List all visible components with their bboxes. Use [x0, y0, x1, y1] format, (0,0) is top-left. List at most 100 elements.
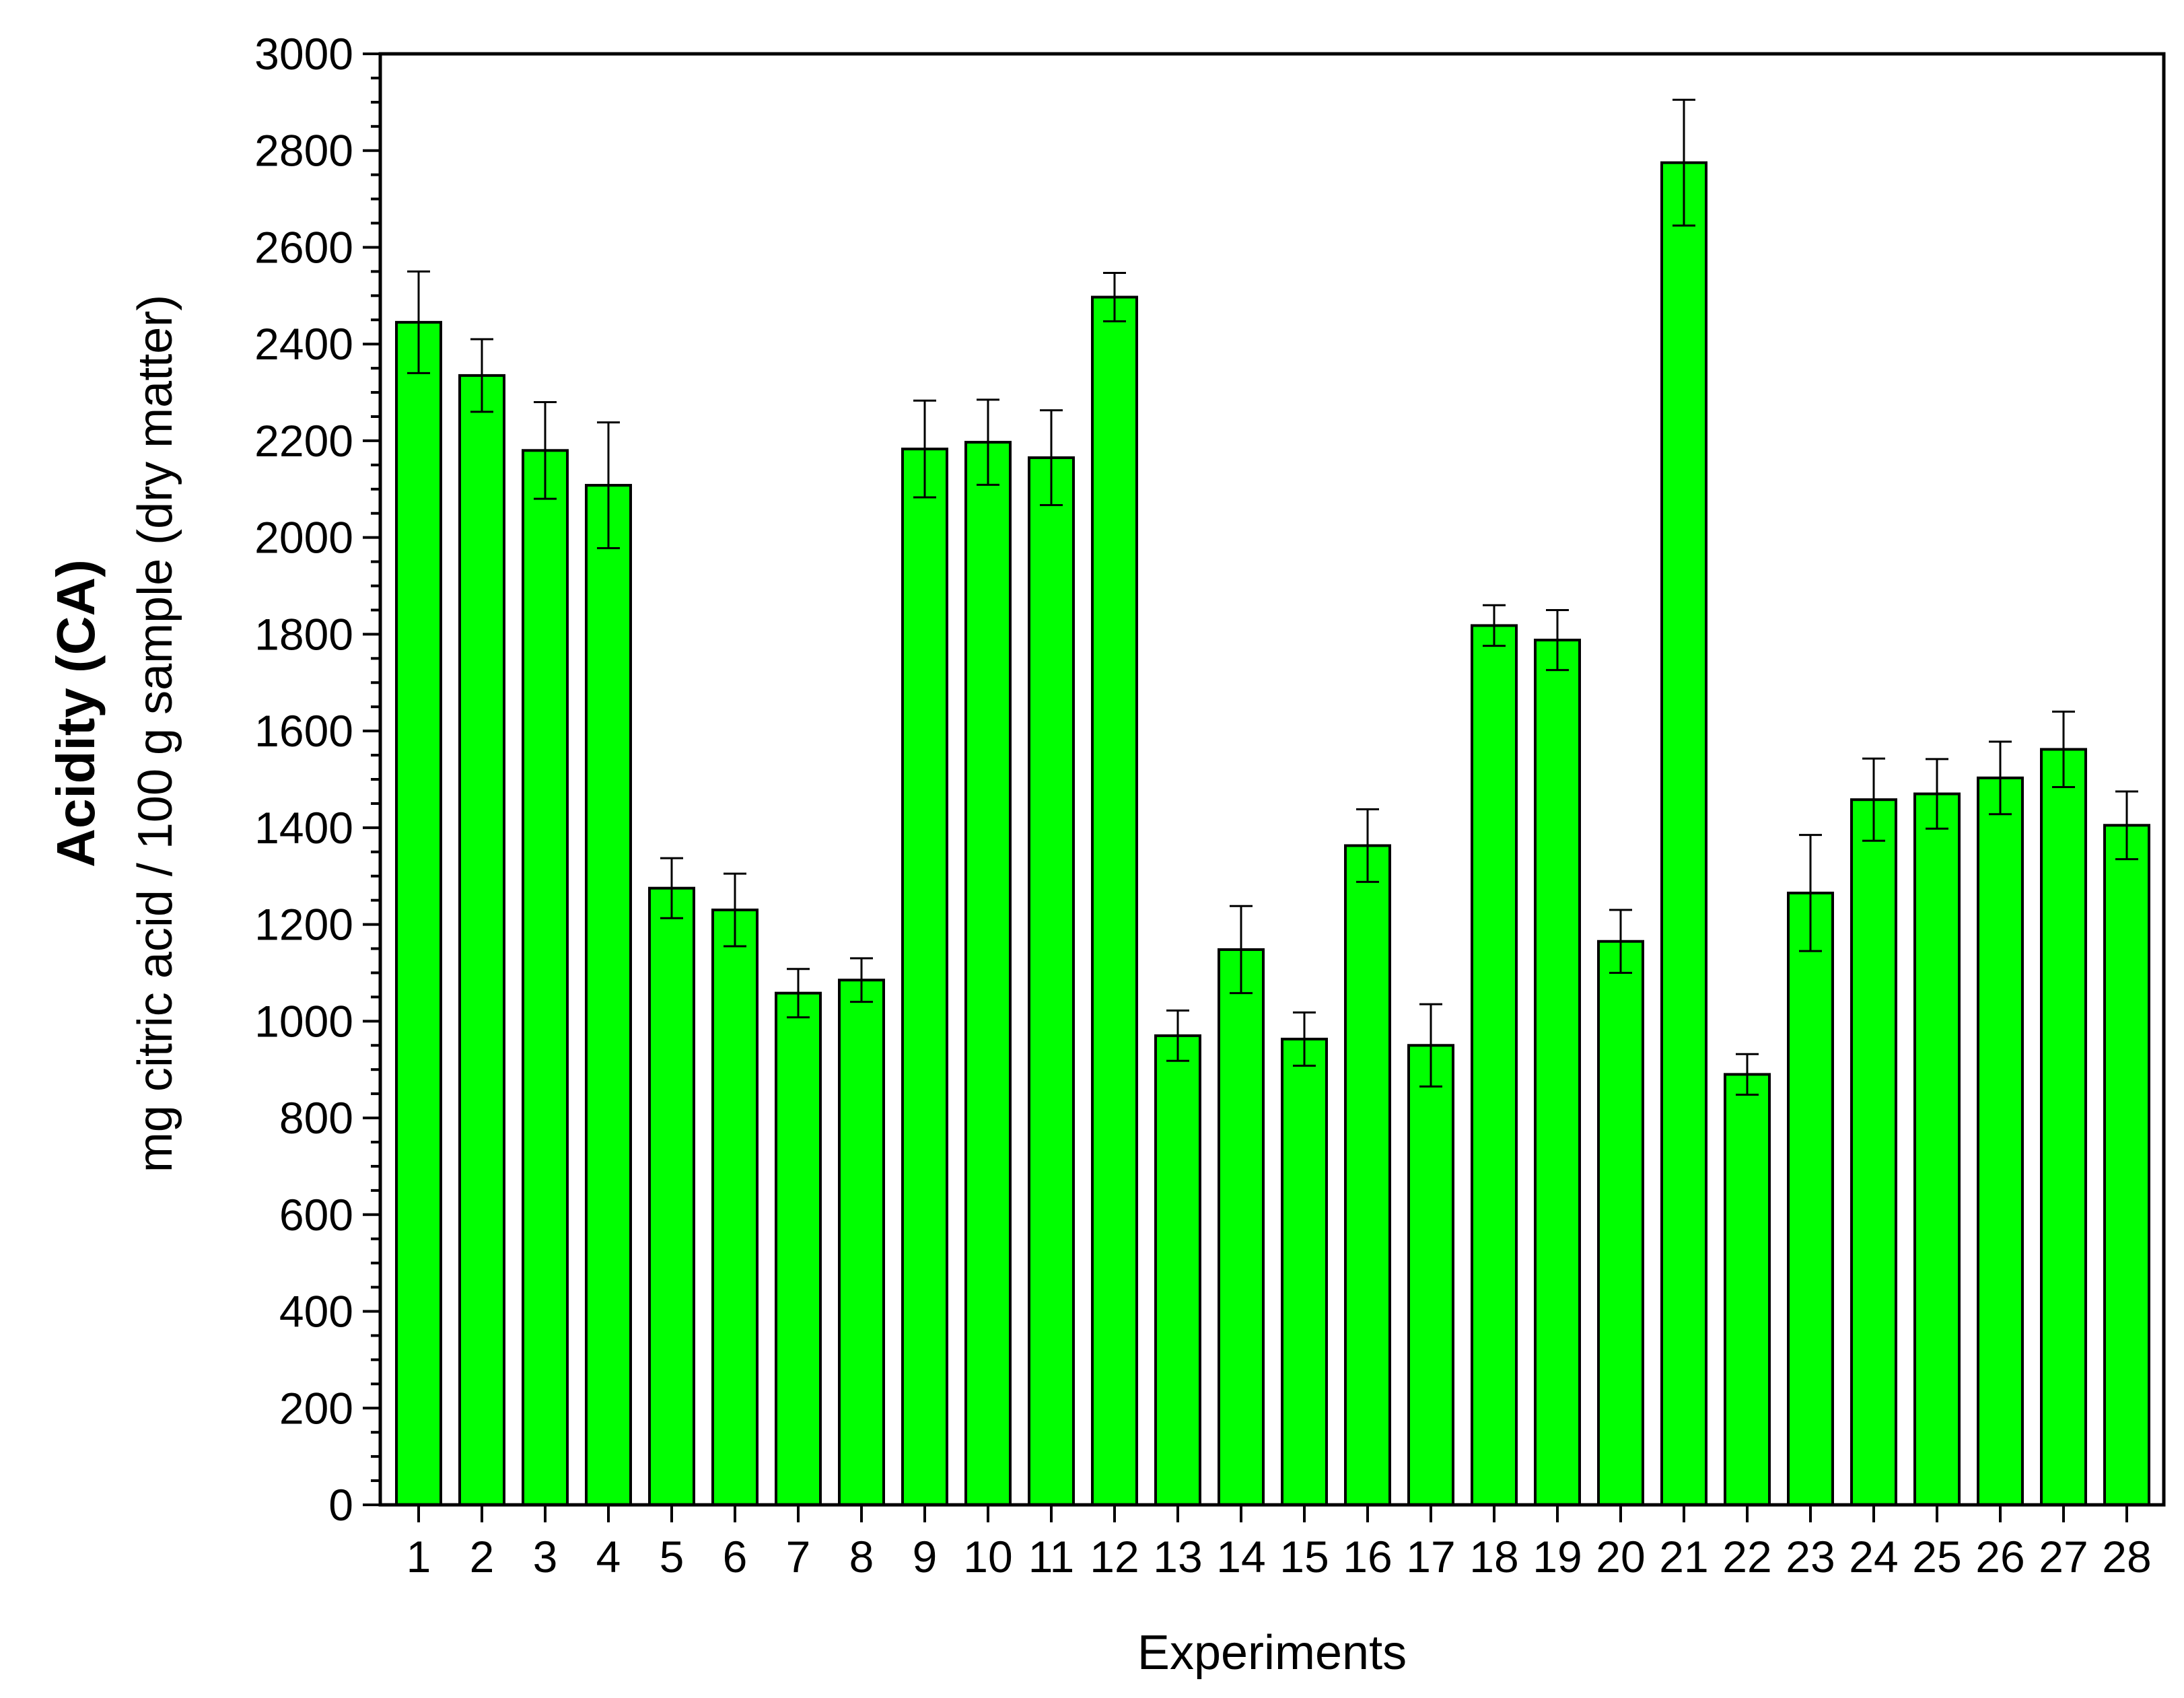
bar-7	[775, 991, 822, 1506]
x-tick-label: 5	[660, 1532, 684, 1582]
x-tick-label: 25	[1912, 1532, 1961, 1582]
y-tick-label: 1600	[254, 706, 353, 756]
bar-19	[1534, 639, 1581, 1506]
bar-23	[1787, 891, 1834, 1507]
error-bar-16	[1356, 808, 1379, 883]
bar-25	[1913, 792, 1961, 1506]
bar-13	[1154, 1034, 1201, 1506]
x-tick-label: 18	[1469, 1532, 1518, 1582]
x-tick-label: 22	[1722, 1532, 1771, 1582]
bar-1	[395, 320, 442, 1506]
bar-9	[901, 448, 948, 1507]
error-bar-19	[1546, 608, 1569, 672]
x-tick-label: 10	[963, 1532, 1012, 1582]
x-tick-label: 7	[786, 1532, 811, 1582]
error-bar-2	[470, 338, 493, 413]
bar-8	[838, 979, 885, 1507]
bar-28	[2103, 824, 2150, 1506]
x-tick-label: 20	[1596, 1532, 1645, 1582]
error-bar-11	[1040, 409, 1063, 507]
y-axis-title: Acidity (CA)	[46, 559, 106, 868]
x-tick-label: 6	[723, 1532, 748, 1582]
error-bar-23	[1799, 834, 1822, 952]
error-bar-6	[724, 872, 746, 948]
x-axis-title: Experiments	[1137, 1626, 1407, 1680]
x-tick-label: 27	[2039, 1532, 2088, 1582]
bar-24	[1850, 798, 1897, 1506]
y-tick-label: 400	[279, 1287, 353, 1337]
bar-14	[1218, 948, 1265, 1507]
error-bar-17	[1419, 1003, 1442, 1088]
y-tick-label: 800	[279, 1093, 353, 1143]
x-tick-label: 4	[596, 1532, 621, 1582]
bar-10	[964, 441, 1012, 1506]
bar-18	[1471, 624, 1518, 1506]
error-bar-8	[850, 957, 873, 1003]
x-tick-label: 1	[407, 1532, 431, 1582]
x-tick-label: 14	[1216, 1532, 1265, 1582]
bar-22	[1724, 1073, 1771, 1507]
bars-layer	[395, 161, 2150, 1507]
x-tick-label: 17	[1406, 1532, 1455, 1582]
x-tick-label: 24	[1849, 1532, 1898, 1582]
error-bar-25	[1926, 758, 1948, 830]
error-bar-1	[407, 270, 430, 374]
x-tick-label: 12	[1090, 1532, 1139, 1582]
plot-frame	[378, 52, 2166, 1507]
x-tick-label: 3	[533, 1532, 558, 1582]
y-tick-label: 200	[279, 1383, 353, 1433]
x-tick-label: 28	[2102, 1532, 2151, 1582]
x-tick-label: 11	[1028, 1532, 1075, 1582]
bar-21	[1660, 161, 1707, 1507]
x-tick-label: 13	[1153, 1532, 1202, 1582]
error-bar-9	[913, 399, 936, 499]
x-tick-label: 26	[1975, 1532, 2024, 1582]
y-tick-label: 1800	[254, 609, 353, 659]
y-axis-units: mg citric acid / 100 g sample (dry matte…	[129, 295, 182, 1172]
bar-20	[1597, 940, 1644, 1506]
x-tick-label: 2	[470, 1532, 495, 1582]
y-tick-label: 3000	[254, 29, 353, 79]
y-tick-label: 1000	[254, 996, 353, 1046]
bar-2	[458, 374, 505, 1506]
y-tick-label: 2800	[254, 126, 353, 176]
bar-3	[522, 449, 569, 1506]
y-tick-label: 2600	[254, 222, 353, 272]
bar-26	[1977, 776, 2024, 1506]
error-bars-layer	[407, 98, 2138, 1096]
bar-11	[1028, 456, 1075, 1506]
error-bar-21	[1672, 98, 1695, 227]
bar-27	[2040, 748, 2087, 1506]
y-tick-label: 1400	[254, 803, 353, 853]
error-bar-18	[1483, 604, 1506, 647]
error-bar-14	[1230, 905, 1253, 995]
bar-6	[711, 909, 759, 1507]
y-tick-label: 600	[279, 1190, 353, 1240]
bar-5	[648, 886, 695, 1506]
error-bar-27	[2052, 710, 2075, 788]
x-tick-label: 21	[1659, 1532, 1708, 1582]
bar-12	[1091, 295, 1138, 1506]
y-tick-label: 0	[328, 1480, 353, 1530]
bar-15	[1281, 1037, 1328, 1506]
bar-17	[1407, 1044, 1454, 1507]
y-axis: 0 200 400 600 800 1000 1200 1400 1600 1800 2000 220…	[254, 29, 380, 1530]
error-bar-20	[1609, 909, 1632, 974]
error-bar-3	[534, 400, 557, 500]
y-tick-label: 1200	[254, 900, 353, 950]
error-bar-4	[597, 421, 620, 549]
error-bar-24	[1862, 757, 1885, 842]
error-bar-7	[787, 968, 810, 1019]
x-tick-label: 9	[913, 1532, 938, 1582]
error-bar-13	[1166, 1010, 1189, 1062]
x-tick-label: 19	[1533, 1532, 1582, 1582]
x-axis: 1 2 3 4 5 6 7 8 9 10 11 12 13 14 15 16 17 18 19 20 21 22 23 24 2…	[407, 1505, 2152, 1582]
error-bar-5	[660, 857, 683, 919]
error-bar-10	[977, 398, 999, 486]
bar-16	[1344, 844, 1391, 1506]
y-tick-label: 2000	[254, 513, 353, 563]
y-tick-label: 2400	[254, 319, 353, 369]
error-bar-15	[1293, 1011, 1316, 1067]
x-tick-label: 16	[1343, 1532, 1392, 1582]
